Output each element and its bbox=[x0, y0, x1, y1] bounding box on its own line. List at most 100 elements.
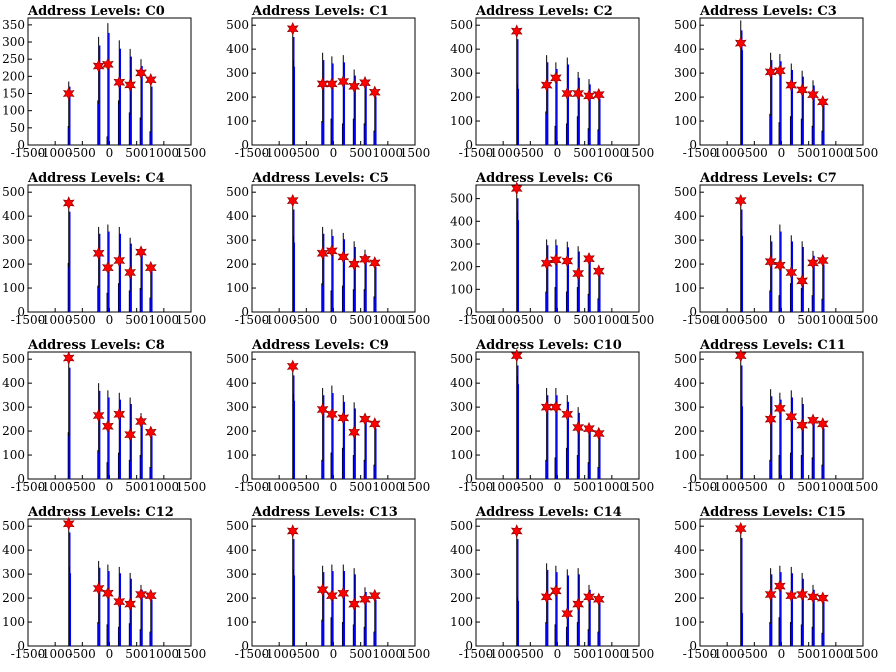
y-tick-label: 0 bbox=[689, 472, 697, 486]
y-tick-label: 100 bbox=[674, 114, 697, 128]
x-tick-label: 1500 bbox=[848, 313, 879, 327]
panel-title: Address Levels: C11 bbox=[699, 338, 846, 353]
y-tick-label: 0 bbox=[689, 305, 697, 319]
x-tick-label: 1000 bbox=[821, 647, 852, 661]
y-tick-label: 100 bbox=[674, 615, 697, 629]
y-tick-label: 0 bbox=[241, 639, 249, 653]
x-tick-label: -1500 bbox=[683, 146, 718, 160]
y-tick-label: 200 bbox=[674, 591, 697, 605]
y-tick-label: 100 bbox=[450, 448, 473, 462]
peak-marker bbox=[796, 83, 808, 97]
peak-marker bbox=[286, 193, 299, 208]
peak-marker bbox=[102, 419, 114, 434]
panel-title: Address Levels: C14 bbox=[475, 505, 622, 520]
y-tick-label: 0 bbox=[465, 639, 473, 653]
peak-marker bbox=[785, 409, 798, 424]
y-tick-label: 300 bbox=[450, 66, 473, 80]
y-tick-label: 100 bbox=[674, 281, 697, 295]
peak-marker bbox=[92, 408, 105, 423]
x-tick-label: 1500 bbox=[400, 146, 431, 160]
peak-marker bbox=[135, 414, 147, 429]
y-tick-label: 0 bbox=[689, 639, 697, 653]
y-tick-label: 200 bbox=[450, 424, 473, 438]
peak-marker bbox=[113, 253, 126, 268]
y-tick-label: 500 bbox=[674, 519, 697, 533]
y-tick-label: 200 bbox=[226, 591, 249, 605]
y-tick-label: 400 bbox=[674, 543, 697, 557]
y-tick-label: 200 bbox=[450, 260, 473, 274]
peak-marker bbox=[286, 22, 299, 36]
x-tick-label: 1500 bbox=[848, 647, 879, 661]
panel-title: Address Levels: C4 bbox=[27, 171, 165, 186]
x-tick-label: 1500 bbox=[176, 647, 207, 661]
y-tick-label: 500 bbox=[226, 352, 249, 366]
peak-marker bbox=[540, 78, 553, 92]
x-tick-label: -500 bbox=[293, 146, 320, 160]
y-tick-label: 400 bbox=[2, 209, 25, 223]
y-tick-label: 100 bbox=[450, 114, 473, 128]
peak-marker bbox=[592, 426, 605, 441]
y-tick-label: 100 bbox=[2, 448, 25, 462]
y-tick-label: 400 bbox=[226, 209, 249, 223]
x-tick-label: 500 bbox=[125, 313, 148, 327]
x-tick-label: -1000 bbox=[486, 146, 521, 160]
y-tick-label: 100 bbox=[2, 104, 25, 118]
peak-marker bbox=[774, 63, 786, 78]
peak-marker bbox=[540, 256, 553, 270]
peak-marker bbox=[816, 253, 829, 268]
x-tick-label: 1000 bbox=[149, 480, 180, 494]
y-tick-label: 500 bbox=[2, 185, 25, 199]
y-tick-label: 0 bbox=[241, 472, 249, 486]
peak-marker bbox=[124, 597, 136, 611]
x-tick-label: -1500 bbox=[459, 480, 494, 494]
y-tick-label: 300 bbox=[450, 567, 473, 581]
peak-marker bbox=[816, 417, 829, 431]
y-tick-label: 300 bbox=[450, 237, 473, 251]
y-tick-label: 500 bbox=[2, 352, 25, 366]
x-tick-label: -1000 bbox=[262, 146, 297, 160]
peak-marker bbox=[592, 87, 605, 102]
panel-title: Address Levels: C1 bbox=[251, 4, 389, 19]
y-tick-label: 200 bbox=[674, 257, 697, 271]
peak-marker bbox=[326, 588, 338, 603]
panel-12: Address Levels: C12 0 100 200 300 400 500 -1500… bbox=[2, 505, 206, 661]
peak-marker bbox=[337, 586, 350, 601]
peak-marker bbox=[113, 75, 126, 89]
x-tick-label: -500 bbox=[741, 480, 768, 494]
peak-marker bbox=[550, 584, 562, 598]
peak-marker bbox=[337, 250, 350, 264]
panel-title: Address Levels: C9 bbox=[251, 338, 389, 353]
x-tick-label: -1000 bbox=[38, 146, 73, 160]
y-tick-label: 0 bbox=[465, 305, 473, 319]
panel-title: Address Levels: C5 bbox=[251, 171, 389, 186]
peak-marker bbox=[348, 597, 360, 611]
peak-marker bbox=[764, 412, 777, 426]
y-tick-label: 200 bbox=[450, 591, 473, 605]
x-tick-label: 1500 bbox=[176, 146, 207, 160]
peak-marker bbox=[734, 521, 747, 536]
y-tick-label: 100 bbox=[226, 448, 249, 462]
y-tick-label: 300 bbox=[450, 400, 473, 414]
y-tick-label: 400 bbox=[674, 376, 697, 390]
peak-marker bbox=[807, 413, 819, 428]
x-tick-label: -1000 bbox=[710, 146, 745, 160]
peak-marker bbox=[286, 524, 299, 538]
panel-title: Address Levels: C12 bbox=[27, 505, 174, 520]
y-tick-label: 300 bbox=[2, 35, 25, 49]
peak-marker bbox=[510, 524, 523, 538]
y-tick-label: 500 bbox=[450, 352, 473, 366]
peak-marker bbox=[550, 400, 562, 414]
y-tick-label: 300 bbox=[2, 400, 25, 414]
peak-marker bbox=[540, 400, 553, 414]
peak-marker bbox=[510, 181, 523, 196]
peak-marker bbox=[592, 264, 605, 278]
y-tick-label: 100 bbox=[674, 448, 697, 462]
peak-marker bbox=[785, 78, 798, 92]
peak-marker bbox=[734, 36, 747, 50]
x-tick-label: -500 bbox=[69, 647, 96, 661]
x-tick-label: -1500 bbox=[683, 480, 718, 494]
x-tick-label: 500 bbox=[797, 313, 820, 327]
y-tick-label: 300 bbox=[2, 233, 25, 247]
x-tick-label: 1500 bbox=[624, 313, 655, 327]
x-tick-label: -1000 bbox=[38, 647, 73, 661]
